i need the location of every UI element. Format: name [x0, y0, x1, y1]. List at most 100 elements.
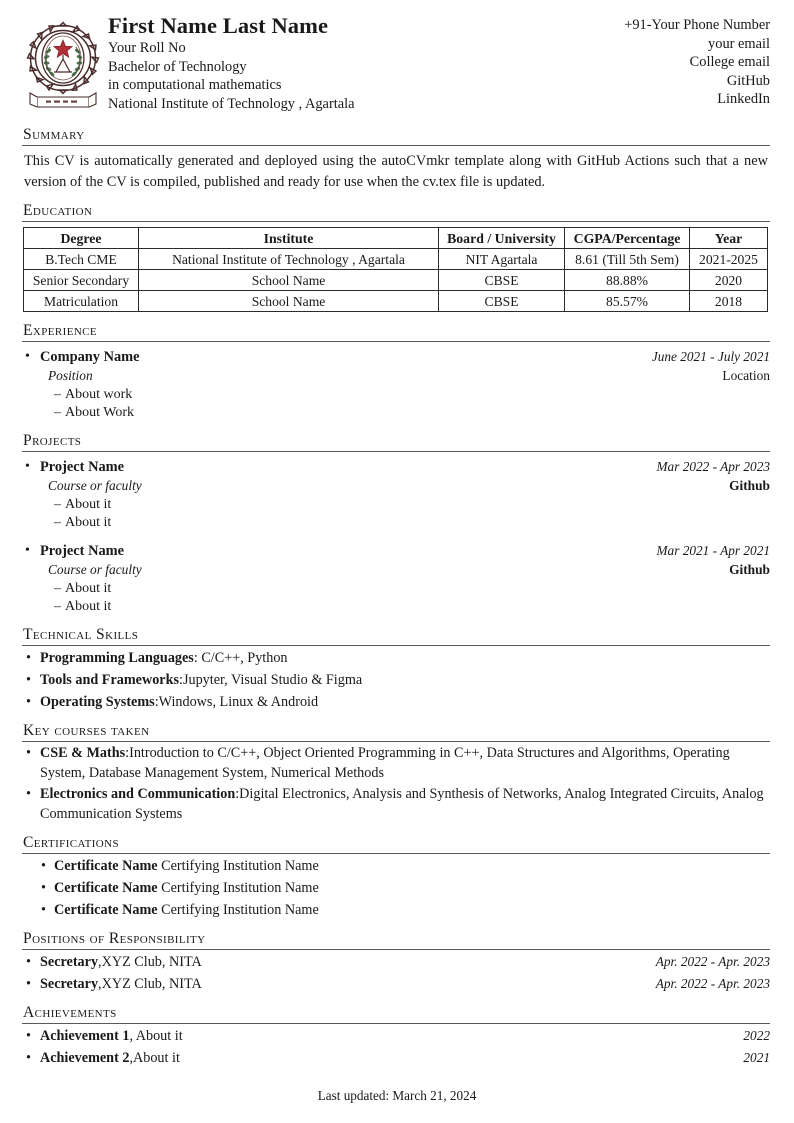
col-header-board: Board / University	[438, 227, 565, 249]
project-github-link[interactable]: Github	[729, 478, 770, 493]
education-table: Degree Institute Board / University CGPA…	[23, 227, 768, 312]
col-header-institute: Institute	[138, 227, 439, 249]
bullet-icon: •	[25, 349, 30, 364]
bullet-icon: •	[26, 1050, 31, 1066]
personal-email-link[interactable]: your email	[708, 35, 770, 52]
college-email-link[interactable]: College email	[689, 54, 770, 71]
summary-text: This CV is automatically generated and d…	[24, 153, 768, 190]
position-date: Apr. 2022 - Apr. 2023	[655, 954, 770, 969]
dash-icon: –	[54, 497, 61, 512]
position-role: Secretary	[40, 976, 99, 992]
list-item: • CSE & Maths:Introduction to C/C++, Obje…	[22, 744, 770, 783]
bullet-icon: •	[26, 672, 31, 688]
section-key-courses: Key courses taken • CSE & Maths:Introduct…	[22, 721, 770, 824]
bullet-icon: •	[26, 954, 31, 970]
company-name: Company Name	[40, 349, 140, 365]
cell-board: CBSE	[438, 269, 565, 291]
institute-line: National Institute of Technology , Agart…	[108, 95, 355, 112]
section-rule	[22, 341, 770, 342]
institute-logo	[22, 12, 108, 114]
position-title: Position	[48, 368, 93, 383]
achievement-detail: About it	[132, 1050, 180, 1066]
cell-cgpa: 88.88%	[564, 269, 690, 291]
cell-degree: Matriculation	[23, 290, 139, 312]
bullet-icon: •	[26, 1028, 31, 1044]
list-item: – About it	[54, 580, 770, 598]
section-title-education: Education	[23, 202, 93, 219]
certificate-name: Certificate Name	[54, 858, 158, 874]
section-rule	[22, 221, 770, 222]
achievements-list: • Achievement 1, About it 2022 • Achieve…	[22, 1026, 770, 1068]
table-row: Matriculation School Name CBSE 85.57% 20…	[23, 290, 768, 312]
cell-year: 2018	[689, 290, 768, 312]
position-separator: ,	[98, 976, 102, 992]
achievement-title: Achievement 1	[40, 1028, 130, 1044]
project-points: – About it – About it	[40, 580, 770, 616]
linkedin-link[interactable]: LinkedIn	[717, 91, 770, 108]
technical-skills-list: • Programming Languages: C/C++, Python • T…	[22, 648, 770, 712]
list-item: • Secretary,XYZ Club, NITA Apr. 2022 - A…	[22, 952, 770, 972]
cell-year: 2021-2025	[689, 248, 768, 270]
section-positions-of-responsibility: Positions of Responsibility • Secretary,…	[22, 929, 770, 994]
section-rule	[22, 1023, 770, 1024]
list-item: • Achievement 2,About it 2021	[22, 1048, 770, 1068]
identity-block: First Name Last Name Your Roll No Bachel…	[108, 12, 555, 113]
bullet-icon: •	[41, 858, 46, 874]
section-title-technical-skills: Technical Skills	[23, 626, 139, 643]
achievement-title: Achievement 2	[40, 1050, 130, 1066]
point-text: About Work	[65, 405, 135, 420]
list-item: • Tools and Frameworks:Jupyter, Visual St…	[22, 670, 770, 690]
list-item: • Operating Systems:Windows, Linux & Andr…	[22, 692, 770, 712]
list-item: – About it	[54, 514, 770, 532]
key-courses-list: • CSE & Maths:Introduction to C/C++, Obje…	[22, 744, 770, 824]
position-date: Apr. 2022 - Apr. 2023	[655, 976, 770, 991]
course-value: Digital Electronics, Analysis and Synthe…	[40, 786, 764, 822]
section-title-certifications: Certifications	[23, 834, 120, 851]
position-separator: ,	[98, 954, 102, 970]
list-item: • Programming Languages: C/C++, Python	[22, 648, 770, 668]
course-separator: :	[125, 745, 130, 761]
course-value: Introduction to C/C++, Object Oriented P…	[40, 745, 730, 781]
skill-value: C/C++, Python	[201, 650, 288, 666]
skill-label: Tools and Frameworks	[40, 672, 179, 688]
experience-points: – About work – About Work	[40, 386, 770, 422]
point-text: About it	[65, 497, 112, 512]
list-item: – About it	[54, 598, 770, 616]
project-course: Course or faculty	[48, 562, 142, 577]
section-certifications: Certifications • Certificate Name Certify…	[22, 833, 770, 920]
list-item: • Certificate Name Certifying Institution…	[22, 900, 770, 920]
section-title-summary: Summary	[23, 126, 85, 143]
course-separator: :	[235, 786, 240, 802]
bullet-icon: •	[41, 880, 46, 896]
phone-number: +91-Your Phone Number	[624, 17, 770, 33]
section-rule	[22, 451, 770, 452]
achievement-detail: About it	[135, 1028, 183, 1044]
list-item: • Achievement 1, About it 2022	[22, 1026, 770, 1046]
col-header-year: Year	[689, 227, 768, 249]
section-title-positions: Positions of Responsibility	[23, 930, 206, 947]
skill-separator: :	[193, 650, 202, 666]
github-link[interactable]: GitHub	[726, 72, 770, 89]
skill-label: Operating Systems	[40, 694, 155, 710]
dash-icon: –	[54, 387, 61, 402]
project-name: Project Name	[40, 459, 125, 475]
project-github-link[interactable]: Github	[729, 562, 770, 577]
course-group-label: CSE & Maths	[40, 745, 126, 761]
section-projects: Projects • Project Name Mar 2022 - Apr 2…	[22, 431, 770, 616]
bullet-icon: •	[25, 543, 30, 558]
certifying-institution: Certifying Institution Name	[161, 902, 319, 918]
list-item: – About it	[54, 496, 770, 514]
cell-board: NIT Agartala	[438, 248, 565, 270]
dash-icon: –	[54, 599, 61, 614]
table-row: Senior Secondary School Name CBSE 88.88%…	[23, 269, 768, 291]
skill-separator: :	[179, 672, 183, 688]
course-group-label: Electronics and Communication	[40, 786, 236, 802]
section-title-key-courses: Key courses taken	[23, 722, 150, 739]
cell-institute: National Institute of Technology , Agart…	[138, 248, 439, 270]
position-role: Secretary	[40, 954, 99, 970]
dash-icon: –	[54, 581, 61, 596]
roll-no: Your Roll No	[108, 40, 186, 56]
project-name: Project Name	[40, 543, 125, 559]
bullet-icon: •	[25, 459, 30, 474]
